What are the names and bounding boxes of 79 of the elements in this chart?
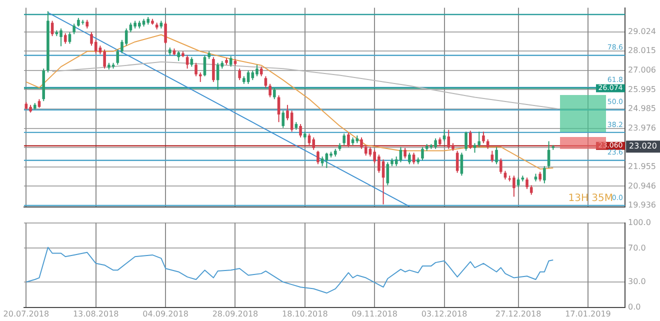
candlestick <box>495 146 498 165</box>
x-tick-label: 13.08.2018 <box>72 309 119 318</box>
candlestick <box>404 147 406 159</box>
candlestick <box>164 21 167 44</box>
candlestick <box>478 131 480 148</box>
candlestick <box>264 76 268 88</box>
candlestick <box>116 48 120 66</box>
candlestick <box>543 166 546 184</box>
candlestick <box>482 131 485 144</box>
candlestick <box>68 32 72 44</box>
candlestick <box>212 56 215 82</box>
annotation: 13H 35M <box>568 192 613 204</box>
x-tick-label: 17.01.2019 <box>565 309 611 318</box>
y-tick-label: 100.0 <box>628 218 651 227</box>
candlestick <box>342 133 346 146</box>
y-tick-label: 24.985 <box>628 104 656 114</box>
y-tick-label: 19.936 <box>628 200 656 210</box>
candlestick <box>316 150 320 165</box>
x-tick-label: 20.07.2018 <box>3 309 50 318</box>
x-tick-label: 04.09.2018 <box>142 309 188 318</box>
candlestick <box>103 48 106 70</box>
candlestick <box>538 171 542 182</box>
candlestick <box>434 138 437 150</box>
candlestick <box>386 162 390 186</box>
y-tick-label: 28.015 <box>628 46 656 56</box>
candlestick <box>273 87 276 100</box>
candlestick <box>299 124 302 138</box>
candlestick <box>129 22 132 33</box>
candlestick <box>360 136 363 150</box>
candlestick <box>530 184 533 196</box>
candlestick <box>490 150 494 163</box>
candlestick <box>421 146 424 161</box>
candlestick <box>60 28 62 47</box>
candlestick <box>347 132 350 148</box>
candlestick <box>325 152 328 169</box>
candlestick <box>194 62 198 77</box>
candlestick <box>456 150 459 174</box>
y-tick-label: 29.024 <box>628 26 656 36</box>
y-tick-label: 30.0 <box>628 277 646 286</box>
candlestick <box>486 138 490 150</box>
y-tick-label: 70.0 <box>628 243 646 252</box>
candlestick <box>282 110 285 128</box>
candlestick <box>412 152 416 165</box>
y-tick-label: 20.946 <box>628 181 656 190</box>
candlestick <box>260 66 263 77</box>
candlestick <box>268 83 272 98</box>
candlestick <box>64 32 67 44</box>
candlestick <box>72 23 76 35</box>
text: 23.020 <box>629 142 657 151</box>
y-tick-label: 21.955 <box>628 162 656 172</box>
candlestick <box>203 54 206 77</box>
candlestick <box>469 130 472 150</box>
candlestick <box>186 54 189 70</box>
candlestick <box>251 70 254 81</box>
candlestick <box>364 144 368 156</box>
candlestick <box>50 20 54 37</box>
candlestick <box>464 131 468 152</box>
candlestick <box>229 56 232 68</box>
x-tick-label: 28.09.2018 <box>212 309 258 318</box>
candlestick <box>447 129 450 150</box>
candlestick <box>312 136 316 150</box>
x-tick-label: 09.11.2018 <box>352 309 398 318</box>
candlestick <box>399 146 402 163</box>
candlestick <box>177 50 180 62</box>
y-tick-label: 23.976 <box>628 123 656 132</box>
y-tick-label: 25.995 <box>628 84 656 94</box>
y-tick-label: 0.0 <box>628 302 641 312</box>
candlestick <box>290 110 294 132</box>
candlestick <box>499 158 502 174</box>
candlestick <box>408 152 411 165</box>
x-tick-label: 27.12.2018 <box>495 309 542 318</box>
candlestick <box>526 177 528 190</box>
x-tick-label: 18.10.2018 <box>282 309 328 318</box>
candlestick <box>473 142 476 154</box>
candlestick <box>190 56 194 68</box>
x-tick-label: 03.12.2018 <box>421 309 468 318</box>
candlestick <box>442 129 446 142</box>
candlestick <box>238 68 241 81</box>
y-tick-label: 27.006 <box>628 65 656 74</box>
